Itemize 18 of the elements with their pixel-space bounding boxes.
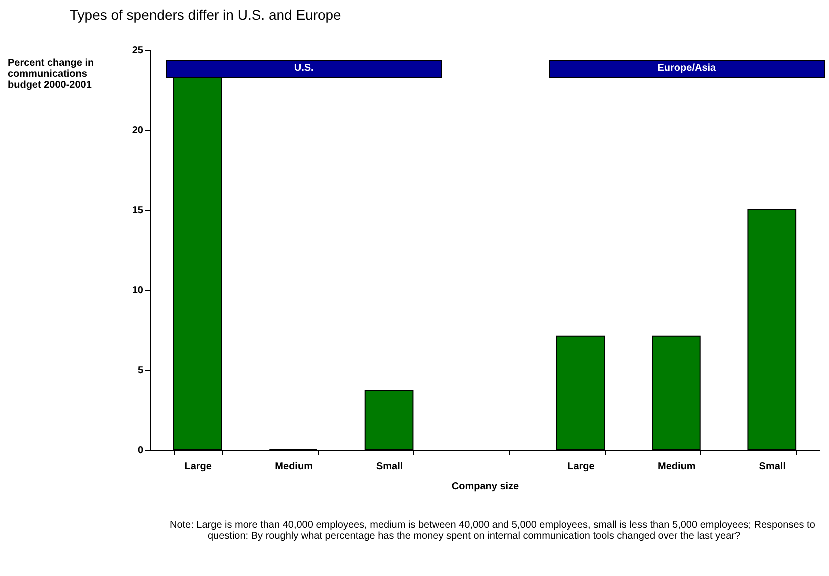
x-tick-label: Medium [658,462,696,472]
header-box: U.S. [166,60,442,78]
x-tick-label: Small [759,462,786,472]
text: Note: Large is more than 40,000 employees, medium is between 40,000 and 5,000 employees, small is less than 5,000 employees; Responses to question: By roughly what percentage has the money spent on internal communication tools changed over the last year? [170,520,816,542]
y-axis-title: Percent change in communications budget 2000-2001 [8,58,96,91]
x-tick-label: Large [184,462,212,472]
y-tick-label: 0 [138,446,144,456]
y-tick-label: 25 [132,46,144,56]
x-tick-label: Large [568,462,596,472]
chart-title: Types of spenders differ in U.S. and Europe [70,7,342,23]
x-tick-label: Medium [275,462,314,472]
y-tick-label: 20 [132,126,144,136]
x-tick-label: Small [376,462,404,472]
y-tick-label: 5 [138,366,144,376]
header-box: Europe/Asia [549,60,825,78]
y-tick-label: 10 [132,286,144,296]
x-axis-title: Company size [452,482,520,492]
y-tick-label: 15 [132,206,144,216]
